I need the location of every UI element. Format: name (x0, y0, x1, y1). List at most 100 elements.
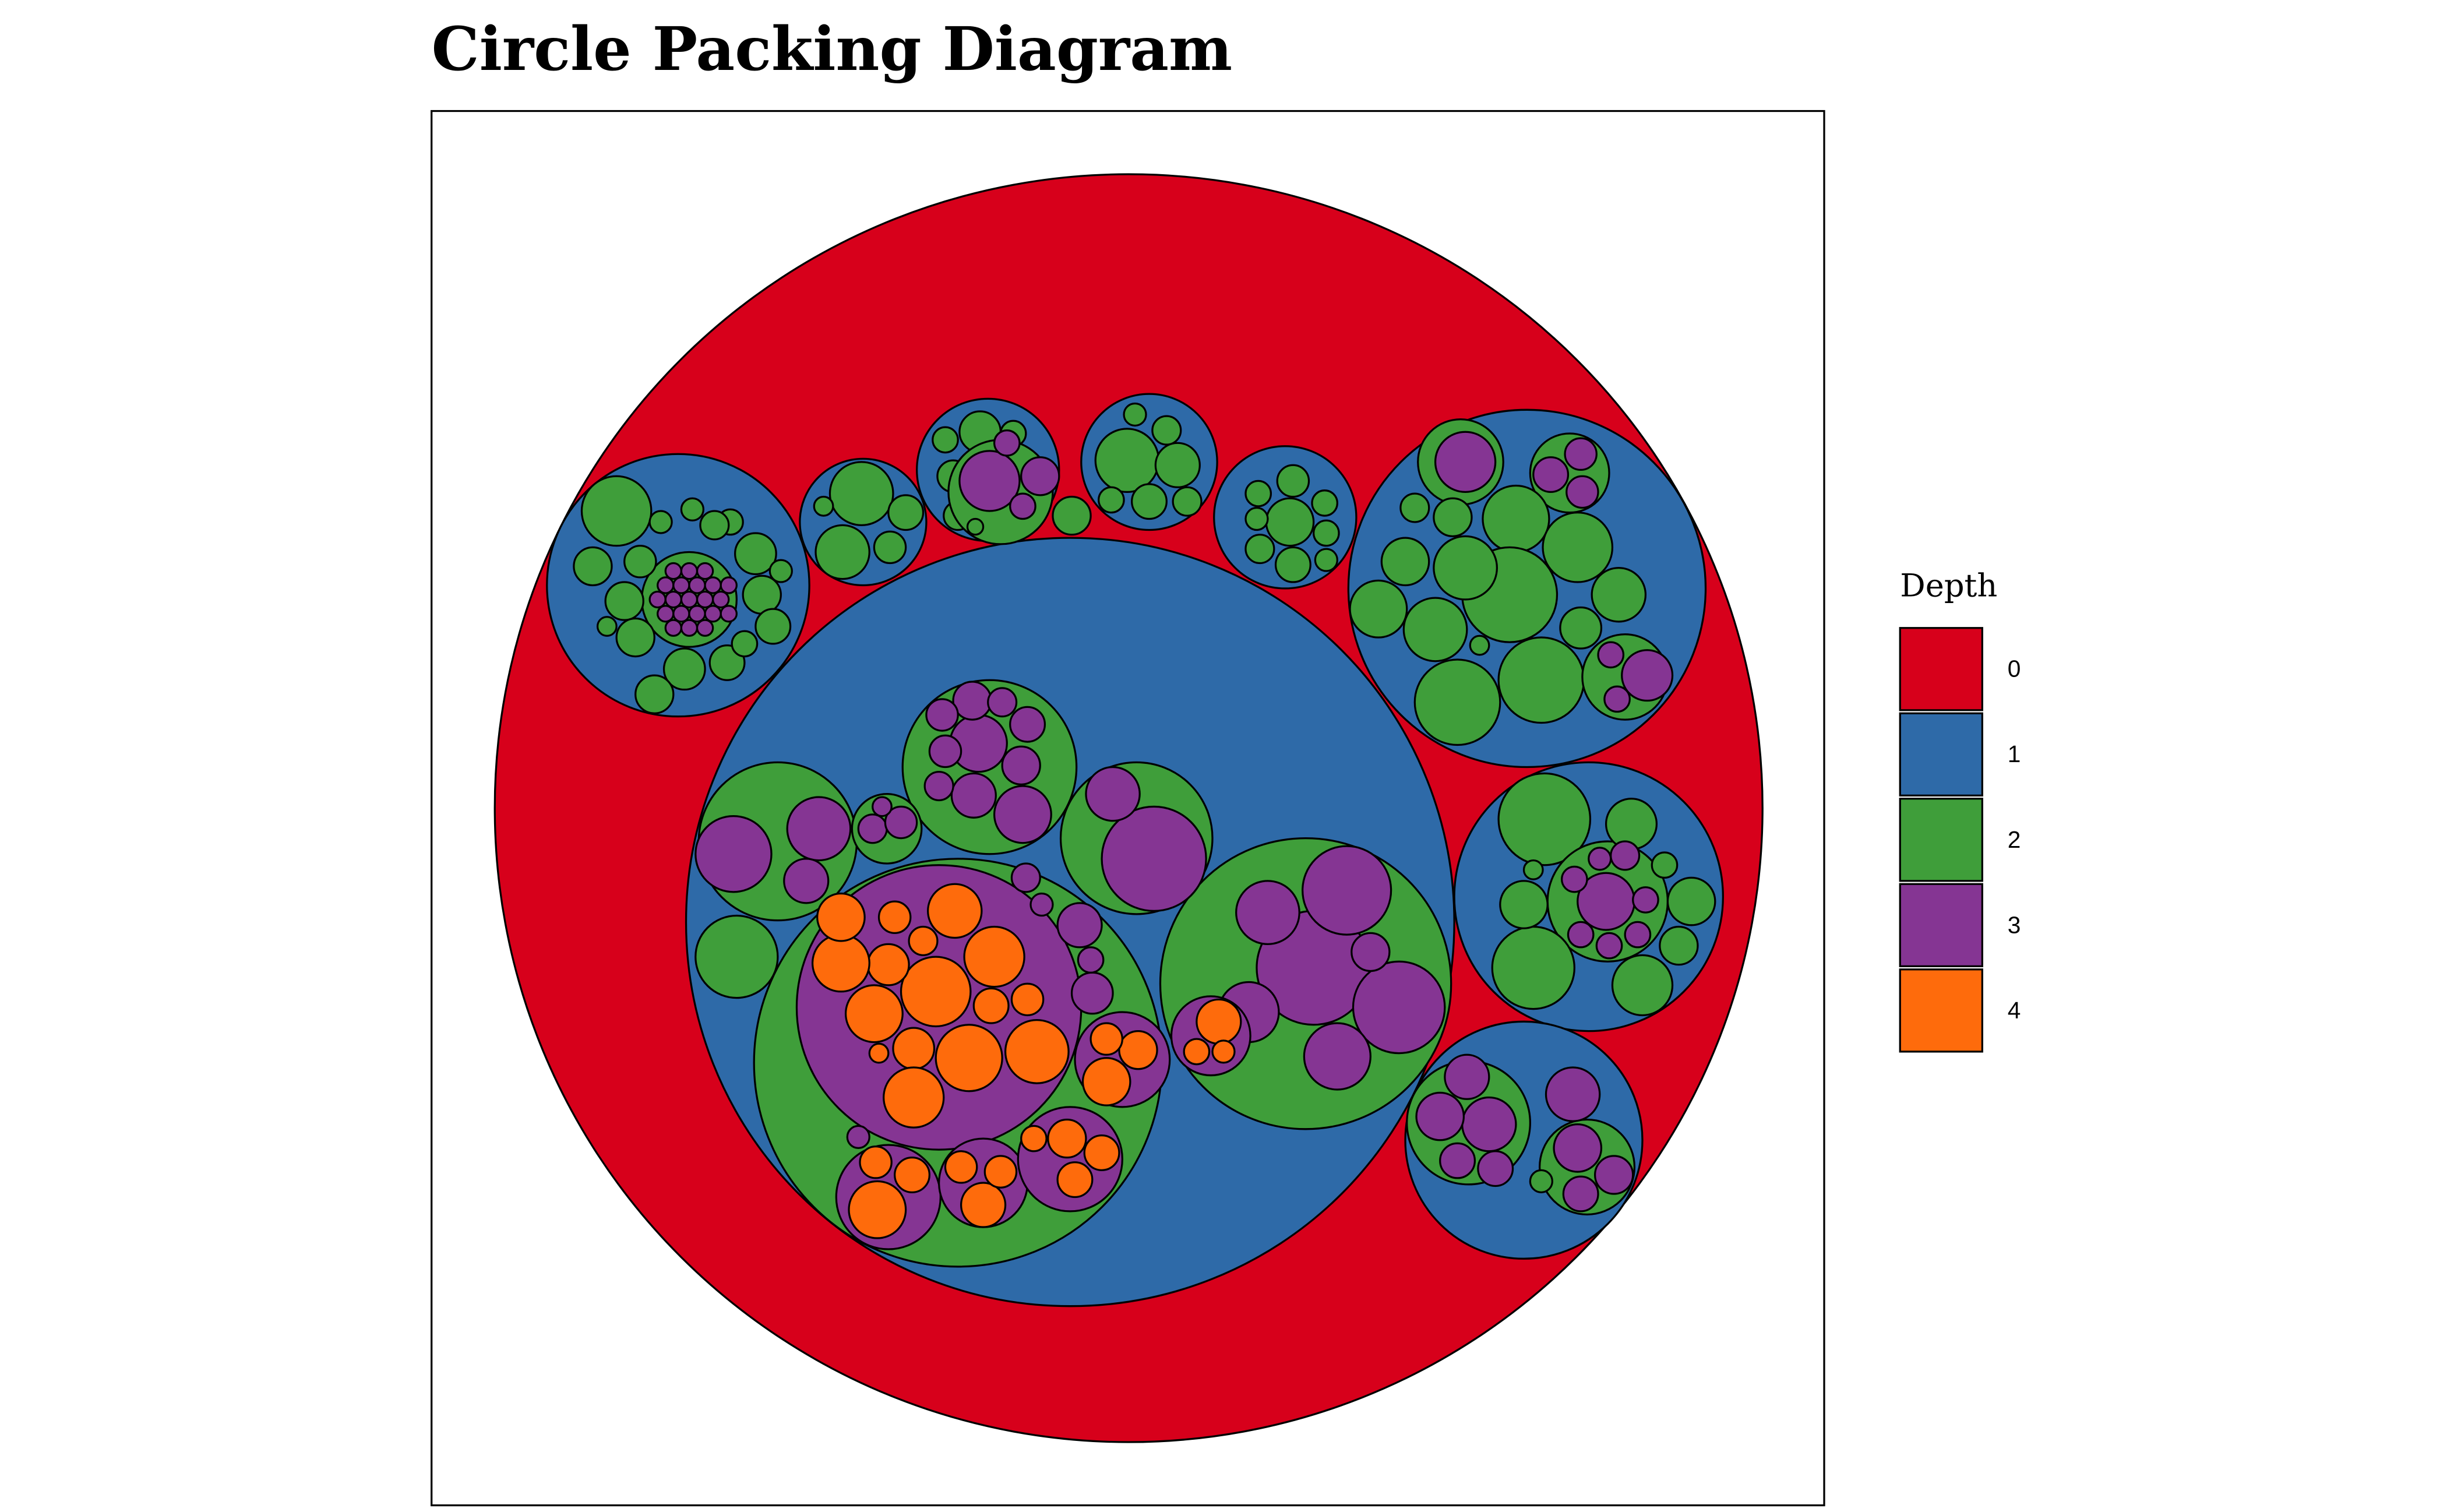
node-circle (1666, 876, 1716, 926)
node-circle (859, 1146, 893, 1179)
node-circle (786, 796, 852, 862)
legend-title: Depth (1900, 567, 1997, 604)
node-circle (932, 426, 959, 454)
node-circle (1077, 946, 1105, 974)
node-circle (573, 546, 613, 587)
node-circle (1029, 892, 1054, 917)
node-circle (1004, 1018, 1070, 1084)
node-circle (634, 674, 675, 714)
node-circle (648, 510, 673, 534)
node-circle (1553, 1123, 1603, 1173)
node-circle (908, 925, 939, 956)
node-circle (1439, 1142, 1476, 1179)
node-circle (1151, 415, 1182, 446)
node-circle (1070, 971, 1114, 1015)
packing (493, 173, 1764, 1443)
node-circle (1567, 921, 1595, 949)
node-circle (1244, 480, 1272, 507)
node-circle (1265, 497, 1315, 547)
node-circle (1593, 1155, 1634, 1195)
node-circle (1131, 483, 1168, 520)
node-circle (1276, 464, 1310, 498)
node-circle (648, 590, 667, 609)
node-circle (1562, 1175, 1599, 1213)
node-circle (928, 734, 962, 769)
node-circle (958, 450, 1021, 512)
node-circle (815, 524, 870, 580)
node-circle (1352, 960, 1446, 1055)
node-circle (1497, 636, 1585, 724)
node-circle (1415, 1091, 1465, 1141)
node-circle (664, 562, 683, 580)
node-circle (950, 772, 997, 819)
legend-swatch (1899, 798, 1983, 882)
node-circle (696, 562, 714, 580)
node-circle (1560, 865, 1588, 893)
node-circle (720, 605, 738, 623)
node-circle (1610, 840, 1641, 871)
node-circle (868, 1042, 890, 1064)
node-circle (944, 1150, 978, 1184)
node-circle (966, 517, 985, 536)
node-circle (688, 605, 706, 623)
node-circle (1351, 932, 1391, 972)
node-circle (1603, 685, 1631, 713)
node-circle (1597, 641, 1625, 669)
node-circle (1595, 932, 1623, 960)
node-circle (680, 619, 699, 637)
legend-label: 1 (2008, 741, 2021, 767)
node-circle (1444, 1053, 1490, 1100)
node-circle (712, 590, 730, 609)
node-circle (680, 562, 699, 580)
node-circle (1529, 1169, 1553, 1193)
node-circle (1433, 535, 1498, 601)
node-circle (993, 785, 1052, 844)
node-circle (699, 510, 730, 541)
node-circle (1311, 489, 1338, 517)
node-circle (816, 892, 866, 942)
legend-label: 4 (2008, 997, 2021, 1024)
node-circle (935, 1024, 1003, 1092)
node-circle (960, 1182, 1007, 1228)
node-circle (1303, 1022, 1371, 1091)
node-circle (1244, 534, 1275, 565)
node-circle (1564, 437, 1598, 471)
node-circle (923, 771, 954, 802)
node-circle (1009, 492, 1036, 520)
legend-label: 0 (2008, 655, 2021, 682)
node-circle (1302, 845, 1392, 936)
node-circle (872, 796, 893, 817)
node-circle (783, 858, 830, 904)
node-circle (894, 1157, 930, 1193)
node-circle (1497, 772, 1592, 866)
node-circle (844, 984, 904, 1044)
node-circle (1314, 548, 1338, 572)
panel-border (431, 110, 1825, 1507)
node-circle (1611, 954, 1674, 1017)
chart-title: Circle Packing Diagram (432, 14, 1232, 84)
node-circle (768, 559, 793, 583)
node-circle (972, 987, 1010, 1024)
node-circle (1056, 1161, 1094, 1199)
legend-swatch (1899, 627, 1983, 711)
node-circle (1196, 998, 1242, 1045)
node-circle (963, 925, 1025, 988)
node-circle (1605, 798, 1658, 851)
node-circle (754, 608, 792, 645)
node-circle (925, 698, 959, 732)
node-circle (1545, 1066, 1601, 1122)
node-circle (1183, 1038, 1211, 1066)
node-circle (811, 933, 870, 993)
node-circle (828, 461, 894, 527)
node-circle (1010, 862, 1041, 893)
node-circle (694, 815, 773, 893)
node-circle (657, 576, 675, 594)
node-circle (1052, 495, 1092, 536)
node-circle (1624, 921, 1652, 949)
node-circle (987, 687, 1018, 718)
node-circle (1499, 880, 1549, 929)
legend-swatch (1899, 712, 1983, 796)
legend-label: 3 (2008, 911, 2021, 938)
node-circle (1235, 880, 1300, 945)
